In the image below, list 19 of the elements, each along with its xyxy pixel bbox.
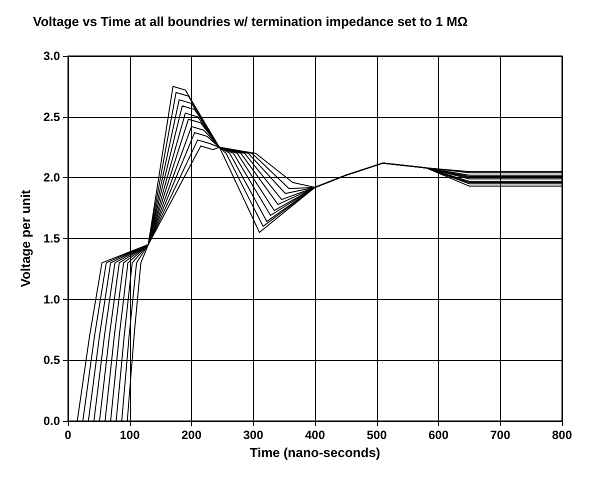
x-tick-label: 0 (64, 428, 72, 442)
x-tick-label: 200 (181, 428, 202, 442)
y-tick-label: 0.5 (43, 353, 60, 368)
x-tick-label: 300 (243, 428, 264, 442)
y-tick-label: 2.5 (43, 110, 60, 124)
x-tick-label: 400 (304, 428, 326, 442)
y-axis-title: Voltage per unit (18, 189, 33, 288)
y-tick-label: 2.0 (43, 170, 60, 185)
x-axis-title: Time (nano-seconds) (250, 444, 380, 460)
x-tick-label: 600 (428, 428, 449, 442)
chart-title: Voltage vs Time at all boundries w/ termination impedance set to 1 MΩ (33, 14, 468, 29)
y-tick-label: 1.5 (43, 232, 60, 246)
x-tick-label: 100 (120, 428, 140, 442)
x-tick-label: 800 (552, 428, 572, 442)
x-tick-label: 700 (490, 428, 511, 442)
x-tick-label: 500 (366, 428, 388, 442)
y-tick-label: 1.0 (43, 292, 60, 306)
y-tick-label: 0.0 (43, 414, 60, 428)
y-tick-label: 3.0 (43, 49, 60, 63)
